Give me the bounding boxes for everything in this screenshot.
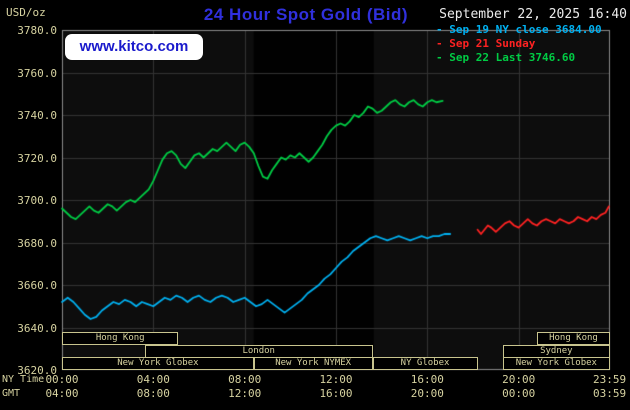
y-axis-tick-label: 3680.0: [17, 236, 57, 250]
x-axis-tick-ny: 00:00: [45, 373, 79, 386]
x-axis-tick-ny: 20:00: [502, 373, 536, 386]
y-axis-tick-label: 3640.0: [17, 321, 57, 335]
legend-marker-dash: -: [436, 23, 450, 36]
y-axis-tick-label: 3620.0: [17, 364, 57, 377]
legend-item: - Sep 21 Sunday: [436, 37, 602, 51]
legend-item: - Sep 22 Last 3746.60: [436, 51, 602, 65]
x-axis-tick-gmt: 03:59: [593, 387, 627, 400]
legend-marker-dash: -: [436, 37, 450, 50]
chart-datetime: September 22, 2025 16:40: [439, 7, 627, 22]
x-axis-tick-gmt: 00:00: [502, 387, 536, 400]
kitco-logo-link[interactable]: www.kitco.com: [65, 34, 203, 60]
price-units-label: USD/oz: [6, 6, 46, 19]
session-box-new-york-nymex: New York NYMEX: [253, 357, 373, 370]
x-axis-tick-ny: 23:59: [593, 373, 627, 386]
y-axis-tick-label: 3760.0: [17, 66, 57, 80]
page-title: 24 Hour Spot Gold (Bid): [203, 5, 409, 24]
legend-item: - Sep 19 NY close 3684.00: [436, 23, 602, 37]
session-box-ny-globex: NY Globex: [372, 357, 478, 370]
legend: - Sep 19 NY close 3684.00- Sep 21 Sunday…: [436, 23, 602, 65]
x-axis-tick-gmt: 08:00: [136, 387, 170, 400]
y-axis-tick-label: 3720.0: [17, 151, 57, 165]
session-box-new-york-globex: New York Globex: [62, 357, 254, 370]
legend-label: Sep 19 NY close 3684.00: [449, 23, 602, 36]
x-axis-tick-gmt: 20:00: [410, 387, 444, 400]
legend-label: Sep 22 Last 3746.60: [449, 51, 576, 64]
x-axis-tick-ny: 16:00: [410, 373, 444, 386]
x-axis-tick-ny: 04:00: [136, 373, 170, 386]
legend-marker-dash: -: [436, 51, 450, 64]
x-axis-tick-gmt: 12:00: [228, 387, 262, 400]
y-axis-tick-label: 3700.0: [17, 194, 57, 207]
y-axis-tick-label: 3780.0: [17, 24, 57, 37]
ny-time-axis-label: NY Time: [2, 374, 45, 385]
session-box-hong-kong: Hong Kong: [62, 332, 179, 345]
session-box-new-york-globex: New York Globex: [502, 357, 610, 370]
x-axis-tick-gmt: 04:00: [45, 387, 79, 400]
session-box-hong-kong: Hong Kong: [536, 332, 610, 345]
x-axis-tick-ny: 12:00: [319, 373, 353, 386]
y-axis-tick-label: 3660.0: [17, 279, 57, 292]
y-axis-tick-label: 3740.0: [17, 109, 57, 122]
x-axis-tick-gmt: 16:00: [319, 387, 353, 400]
gmt-axis-label: GMT: [2, 388, 21, 399]
legend-label: Sep 21 Sunday: [449, 37, 536, 50]
x-axis-tick-ny: 08:00: [228, 373, 262, 386]
